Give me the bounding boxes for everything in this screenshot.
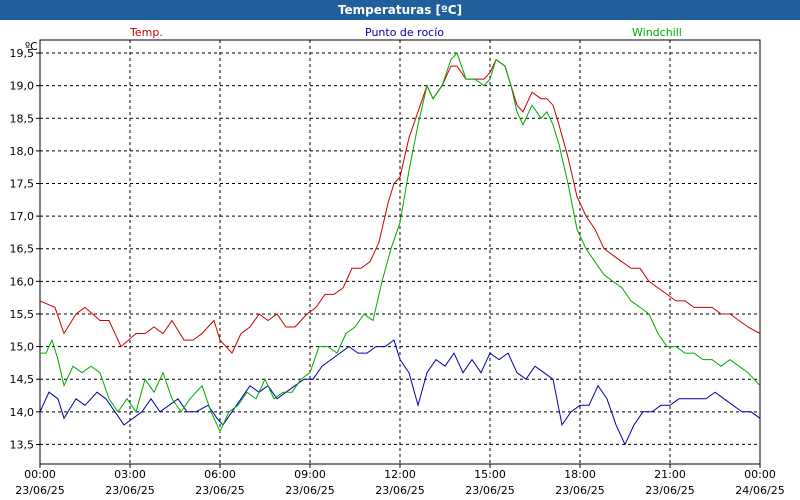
x-tick-date: 23/06/25: [375, 484, 424, 497]
series-lines: [39, 52, 761, 446]
x-axis: 00:00 23/06/25 03:00 23/06/25 06:00 23/06/25 0…: [15, 464, 785, 497]
x-tick-time: 06:00: [204, 468, 236, 481]
x-tick-date: 23/06/25: [195, 484, 244, 497]
x-tick-time: 03:00: [114, 468, 146, 481]
y-axis: 13,5 14,0 14,5 15,0 15,5 16,0 16,5 17,0 17,5 18,0…: [10, 47, 40, 451]
y-tick-label: 16,0: [10, 275, 35, 288]
y-tick-label: 17,0: [10, 210, 35, 223]
x-tick-time: 12:00: [384, 468, 416, 481]
x-tick-time: 00:00: [744, 468, 776, 481]
legend-temp: Temp.: [129, 26, 163, 39]
grid: [40, 40, 760, 464]
x-tick-date: 23/06/25: [285, 484, 334, 497]
x-tick-date: 23/06/25: [105, 484, 154, 497]
legend-windchill: Windchill: [632, 26, 682, 39]
y-tick-label: 15,5: [10, 308, 35, 321]
x-tick-date: 23/06/25: [465, 484, 514, 497]
y-tick-label: 15,0: [10, 341, 35, 354]
y-unit-label: ºC: [25, 40, 38, 53]
y-tick-label: 18,0: [10, 145, 35, 158]
chart-title: Temperaturas [ºC]: [0, 0, 800, 20]
x-tick-date: 23/06/25: [645, 484, 694, 497]
x-tick-time: 21:00: [654, 468, 686, 481]
y-tick-label: 14,0: [10, 406, 35, 419]
x-tick-date: 23/06/25: [555, 484, 604, 497]
y-tick-label: 19,0: [10, 80, 35, 93]
y-tick-label: 19,5: [10, 47, 35, 60]
y-tick-label: 14,5: [10, 373, 35, 386]
x-tick-date: 23/06/25: [15, 484, 64, 497]
x-tick-time: 18:00: [564, 468, 596, 481]
y-tick-label: 18,5: [10, 112, 35, 125]
legend-dewpoint: Punto de rocío: [365, 26, 444, 39]
x-tick-time: 09:00: [294, 468, 326, 481]
x-tick-time: 15:00: [474, 468, 506, 481]
dewpoint-series-line: [39, 339, 761, 446]
windchill-series-line: [40, 52, 761, 433]
y-tick-label: 13,5: [10, 438, 35, 451]
x-tick-time: 00:00: [24, 468, 56, 481]
temperature-chart: 13,5 14,0 14,5 15,0 15,5 16,0 16,5 17,0 17,5 18,0…: [10, 26, 785, 497]
x-tick-date: 24/06/25: [735, 484, 784, 497]
y-tick-label: 17,5: [10, 178, 35, 191]
y-tick-label: 16,5: [10, 243, 35, 256]
